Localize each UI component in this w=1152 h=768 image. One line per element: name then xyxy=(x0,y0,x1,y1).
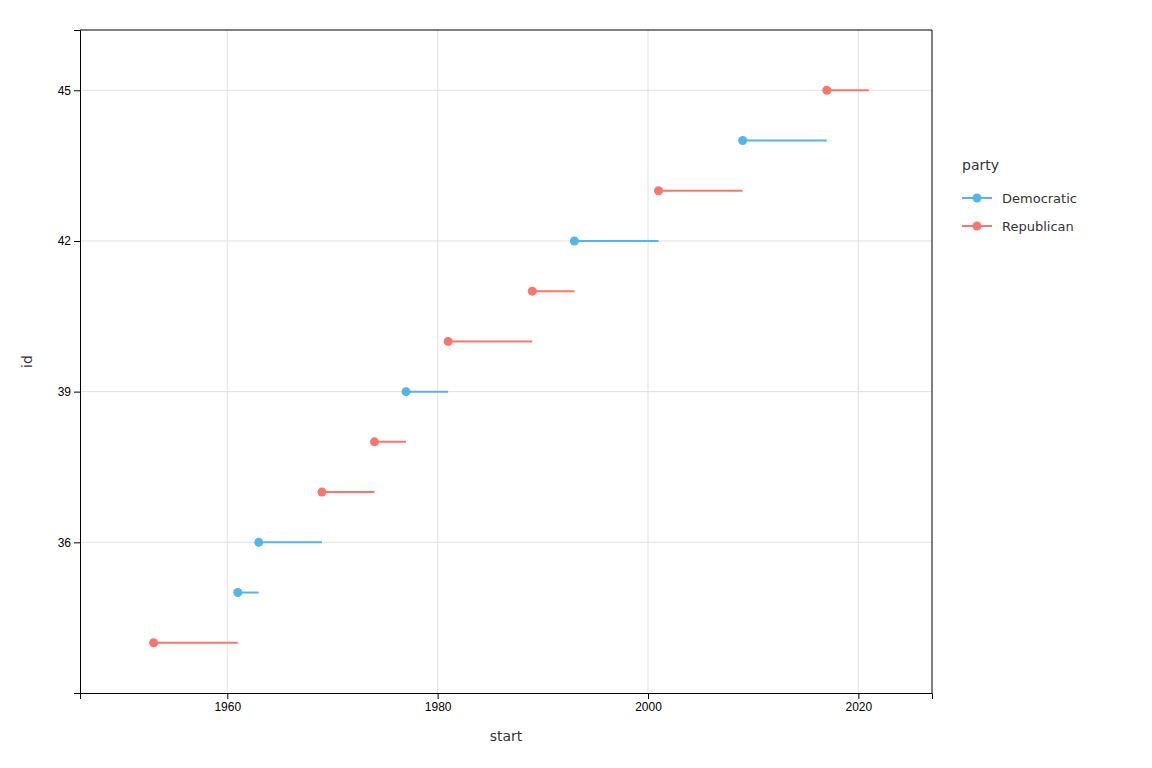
start-point xyxy=(822,86,831,95)
frame-right xyxy=(932,30,933,693)
start-point xyxy=(528,287,537,296)
tick: 2020 xyxy=(846,693,873,714)
start-point xyxy=(444,337,453,346)
segment xyxy=(532,290,574,292)
segment xyxy=(406,391,448,393)
start-point xyxy=(402,387,411,396)
tick: 1980 xyxy=(425,693,452,714)
segment xyxy=(322,491,375,493)
tick-label: 42 xyxy=(58,234,72,248)
y-axis: 36 39 42 45 xyxy=(58,31,81,694)
tick-label: 36 xyxy=(58,536,72,550)
segment xyxy=(743,140,827,142)
tick-mark xyxy=(74,241,80,242)
grid-line-x xyxy=(858,30,859,693)
start-point xyxy=(570,236,579,245)
tick-label: 2020 xyxy=(846,700,873,714)
tick-mark xyxy=(858,693,859,699)
start-point xyxy=(738,136,747,145)
tick: 39 xyxy=(58,385,80,399)
legend-marker xyxy=(973,222,982,231)
start-point xyxy=(370,437,379,446)
start-point xyxy=(233,588,242,597)
chart: 1960 1980 2000 2020 36 39 42 45 start id party Demo… xyxy=(0,0,1152,768)
legend-label: Democratic xyxy=(1002,191,1077,206)
x-axis: 1960 1980 2000 2020 xyxy=(81,693,933,714)
segment xyxy=(375,441,407,443)
axis-line xyxy=(81,694,933,700)
y-axis-title: id xyxy=(19,355,35,368)
segment xyxy=(154,642,238,644)
grid-line-x xyxy=(437,30,438,693)
tick-mark xyxy=(74,392,80,393)
legend-marker xyxy=(973,194,982,203)
grid-line-y xyxy=(80,240,932,241)
tick: 1960 xyxy=(214,693,241,714)
legend-item: Democratic xyxy=(962,191,1077,206)
grid-line-x xyxy=(227,30,228,693)
tick-mark xyxy=(74,542,80,543)
tick-label: 39 xyxy=(58,385,72,399)
tick: 45 xyxy=(58,84,80,98)
segment xyxy=(448,340,532,342)
legend: party Democratic Republican xyxy=(962,157,1077,234)
axis-line xyxy=(74,31,81,694)
series xyxy=(149,86,869,648)
segment xyxy=(259,541,322,543)
tick-mark xyxy=(227,693,228,699)
segment xyxy=(827,89,869,91)
legend-title: party xyxy=(962,157,999,173)
tick-label: 45 xyxy=(58,84,72,98)
start-point xyxy=(654,186,663,195)
start-point xyxy=(317,488,326,497)
segment xyxy=(574,240,658,242)
tick-mark xyxy=(438,693,439,699)
start-point xyxy=(149,638,158,647)
frame-top xyxy=(80,30,932,31)
grid-line-y xyxy=(80,542,932,543)
marks xyxy=(149,86,869,648)
grid-line-y xyxy=(80,90,932,91)
tick: 36 xyxy=(58,536,80,550)
start-point xyxy=(254,538,263,547)
tick-label: 2000 xyxy=(635,700,662,714)
series xyxy=(233,136,827,597)
x-axis-title: start xyxy=(490,728,523,744)
grid-line-x xyxy=(648,30,649,693)
tick: 2000 xyxy=(635,693,662,714)
tick-mark xyxy=(648,693,649,699)
tick-label: 1960 xyxy=(214,700,241,714)
tick-mark xyxy=(74,90,80,91)
grid-line-y xyxy=(80,391,932,392)
tick-label: 1980 xyxy=(425,700,452,714)
grid xyxy=(80,30,932,693)
tick: 42 xyxy=(58,234,80,248)
legend-item: Republican xyxy=(962,219,1074,234)
legend-label: Republican xyxy=(1002,219,1074,234)
segment xyxy=(659,190,743,192)
